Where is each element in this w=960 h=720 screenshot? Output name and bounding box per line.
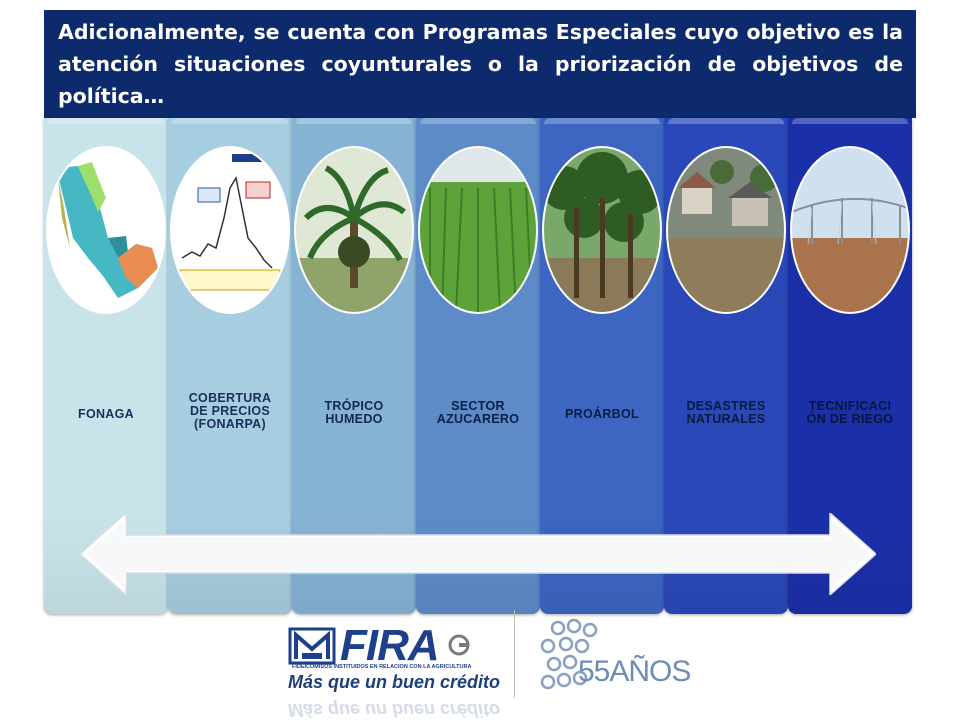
anniversary-text: 55AÑOS: [578, 655, 691, 688]
program-label: PROÁRBOL: [544, 408, 660, 421]
program-column: DESASTRES NATURALES: [664, 118, 788, 614]
program-column: COBERTURA DE PRECIOS (FONARPA): [168, 118, 292, 614]
program-label-line: (FONARPA): [194, 417, 266, 431]
fira-logo-icon: [288, 627, 336, 665]
palm-tree-image: [296, 148, 412, 312]
slogan: Más que un buen crédito: [288, 672, 501, 692]
bank-logo-icon: [448, 634, 470, 656]
flood-image: [668, 148, 784, 312]
program-column: PROÁRBOL: [540, 118, 664, 614]
program-label-line: DESASTRES: [686, 399, 766, 413]
program-label-line: ÓN DE RIEGO: [806, 412, 894, 426]
fira-brand: FIRA: [340, 621, 440, 670]
header-text: Adicionalmente, se cuenta con Programas …: [58, 20, 903, 108]
anniversary-figures-icon: [540, 618, 598, 690]
footer-divider: [514, 610, 515, 698]
program-label: FONAGA: [48, 408, 164, 421]
header-banner: Adicionalmente, se cuenta con Programas …: [44, 10, 916, 118]
program-label: DESASTRES NATURALES: [668, 400, 784, 426]
mexico-map-image: [48, 148, 164, 312]
program-column: TRÓPICO HUMEDO: [292, 118, 416, 614]
program-label-line: FONAGA: [78, 407, 134, 421]
program-label-line: TECNIFICACI: [808, 399, 892, 413]
program-label-line: HUMEDO: [325, 412, 383, 426]
program-label: SECTOR AZUCARERO: [420, 400, 536, 426]
fira-subtitle: FIDEICOMISOS INSTITUIDOS EN RELACION CON…: [292, 664, 472, 670]
program-column: SECTOR AZUCARERO: [416, 118, 540, 614]
program-label: TRÓPICO HUMEDO: [296, 400, 412, 426]
irrigation-image: [792, 148, 908, 312]
program-label-line: DE PRECIOS: [189, 404, 271, 418]
program-label-line: SECTOR: [451, 399, 505, 413]
program-label-line: COBERTURA: [188, 391, 272, 405]
program-label-line: TRÓPICO: [324, 399, 384, 413]
program-label-line: AZUCARERO: [436, 412, 520, 426]
program-label: TECNIFICACI ÓN DE RIEGO: [792, 400, 908, 426]
program-label-line: NATURALES: [686, 412, 766, 426]
program-label-line: PROÁRBOL: [565, 407, 639, 421]
price-chart-image: [172, 148, 288, 312]
double-arrow-icon: [80, 513, 876, 595]
forest-image: [544, 148, 660, 312]
sugarcane-field-image: [420, 148, 536, 312]
slogan-reflection: Más que un buen crédito: [288, 700, 501, 720]
program-label: COBERTURA DE PRECIOS (FONARPA): [172, 392, 288, 431]
